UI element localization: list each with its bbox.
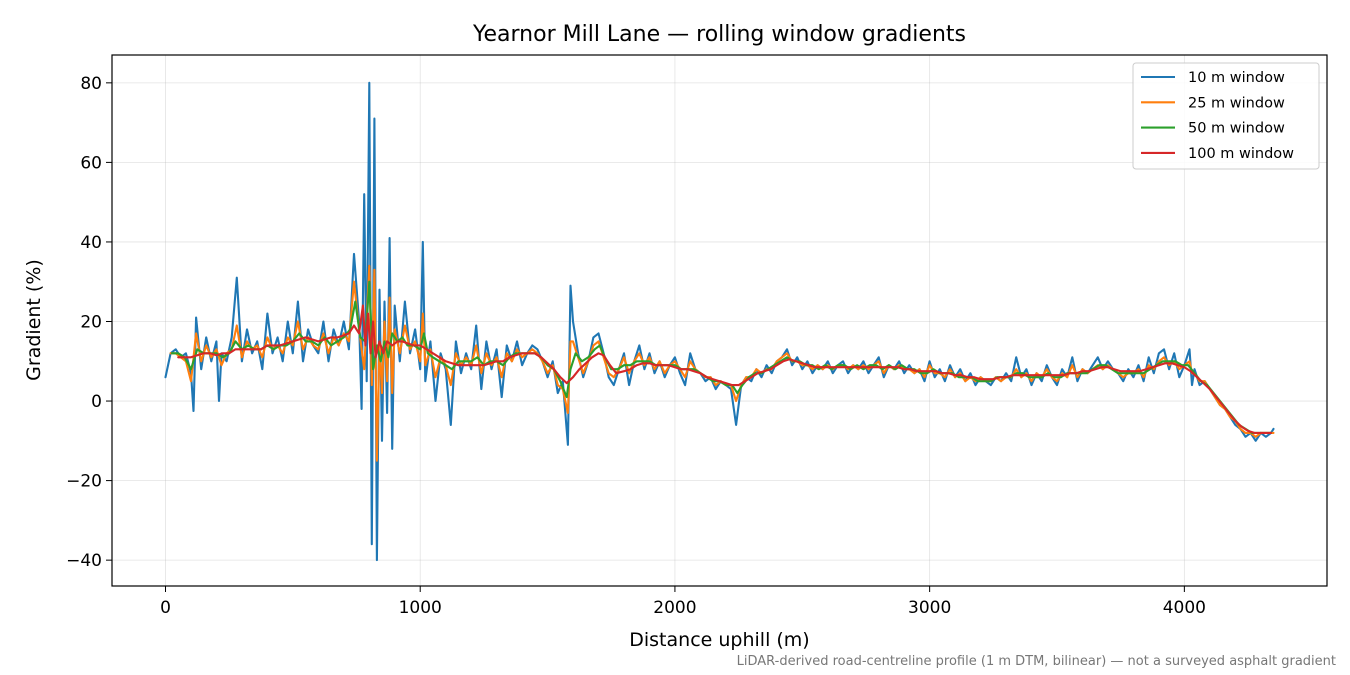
legend-label-4: 100 m window	[1188, 146, 1294, 162]
y-tick-label: 60	[80, 153, 102, 173]
legend-label-3: 50 m window	[1188, 121, 1285, 137]
legend-label-1: 10 m window	[1188, 70, 1285, 86]
y-tick-label: 20	[80, 312, 102, 332]
y-tick-label: 0	[91, 392, 102, 412]
x-axis-ticks: 0 1000 2000 3000 4000	[160, 586, 1206, 618]
y-tick-label: −40	[66, 551, 102, 571]
x-axis-title: Distance uphill (m)	[629, 629, 809, 651]
y-tick-label: 40	[80, 233, 102, 253]
x-tick-label: 2000	[653, 598, 696, 618]
y-tick-label: 80	[80, 74, 102, 94]
chart-title: Yearnor Mill Lane — rolling window gradi…	[472, 22, 966, 47]
y-axis-ticks: −40 −20 0 20 40 60 80	[66, 74, 112, 571]
x-tick-label: 4000	[1163, 598, 1206, 618]
x-tick-label: 1000	[399, 598, 442, 618]
legend: 10 m window 25 m window 50 m window 100 m w…	[1132, 62, 1320, 170]
legend-box	[1132, 62, 1320, 170]
plot-frame	[111, 54, 1328, 587]
series-line-4	[177, 304, 1273, 434]
x-tick-label: 0	[160, 598, 171, 618]
figure-caption: LiDAR-derived road-centreline profile (1…	[737, 654, 1336, 669]
legend-label-2: 25 m window	[1188, 95, 1285, 111]
series-layer	[164, 81, 1275, 562]
grid-lines	[112, 55, 1327, 586]
y-tick-label: −20	[66, 472, 102, 492]
y-axis-title: Gradient (%)	[23, 259, 45, 381]
x-tick-label: 3000	[908, 598, 951, 618]
